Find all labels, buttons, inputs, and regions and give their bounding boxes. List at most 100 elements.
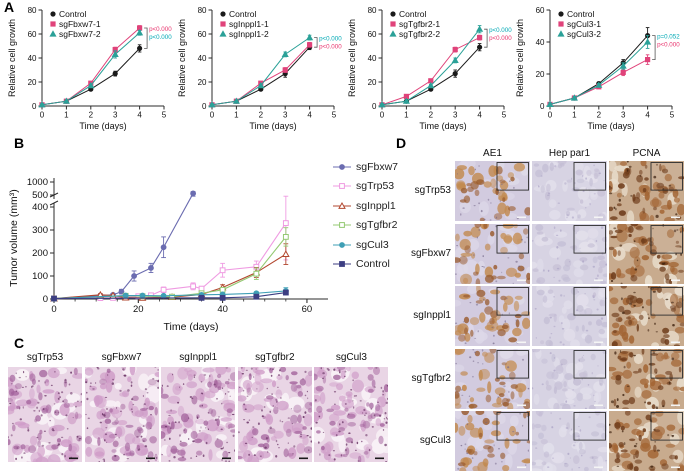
svg-text:0: 0 (372, 102, 377, 111)
legend-item-sgInppl1: sgInppl1 (333, 196, 398, 216)
he-column-label: sgTrp53 (26, 352, 64, 363)
ihc-row-label: sgTgfbr2 (411, 372, 451, 384)
panel-label-b: B (14, 135, 25, 151)
legend-item-Control: Control (333, 255, 398, 275)
svg-text:sgFbxw7-1: sgFbxw7-1 (59, 19, 101, 29)
he-image-sgInppl1 (161, 367, 236, 462)
svg-text:sgInppl1-2: sgInppl1-2 (229, 29, 269, 39)
ihc-texture (609, 286, 684, 346)
svg-text:20: 20 (133, 304, 144, 315)
svg-text:Relative cell growth: Relative cell growth (177, 19, 187, 97)
svg-text:20: 20 (198, 78, 207, 87)
ihc-texture (609, 411, 684, 471)
legend-label: sgCul3 (356, 238, 389, 251)
ihc-texture (609, 161, 684, 221)
svg-text:3: 3 (621, 111, 626, 120)
svg-text:p<0.0001: p<0.0001 (489, 35, 512, 42)
svg-text:60: 60 (28, 30, 37, 39)
svg-text:p<0.0001: p<0.0001 (657, 42, 680, 49)
panel-label-a: A (4, 0, 15, 15)
panel-a-chart-3: 0 20 40 60 80 0 1 2 3 4 5 Relative cell growth Time … (346, 2, 516, 134)
svg-text:40: 40 (198, 54, 207, 63)
svg-text:0: 0 (43, 294, 48, 305)
ihc-column-label: Hep par1 (548, 148, 591, 159)
ihc-image-sgInppl1-Hep par1 (532, 286, 607, 346)
svg-text:80: 80 (368, 6, 377, 15)
svg-text:Tumor volume (mm³): Tumor volume (mm³) (8, 189, 20, 287)
legend-marker-sgInppl1 (333, 201, 351, 209)
svg-text:4: 4 (307, 111, 312, 120)
svg-text:Control: Control (59, 9, 87, 19)
he-texture (84, 367, 159, 462)
svg-text:0: 0 (32, 102, 37, 111)
legend-item-sgCul3: sgCul3 (333, 235, 398, 255)
ihc-texture (532, 348, 607, 409)
ihc-column-label: PCNA (632, 148, 661, 159)
svg-text:5: 5 (670, 111, 675, 120)
svg-text:20: 20 (368, 78, 377, 87)
ihc-image-sgCul3-Hep par1 (532, 411, 607, 471)
legend-label: Control (356, 258, 390, 271)
panel-a-chart-4: 0 20 40 60 0 1 2 3 4 5 Relative cell growth Time (d… (514, 2, 684, 134)
svg-text:1: 1 (234, 111, 239, 120)
legend-label: sgTgfbr2 (356, 219, 398, 232)
ihc-image-sgInppl1-AE1 (455, 286, 530, 346)
legend-marker-sgTrp53 (333, 183, 351, 190)
he-texture (8, 367, 82, 462)
svg-text:4: 4 (477, 111, 482, 120)
svg-text:0: 0 (540, 102, 545, 111)
ihc-image-sgTgfbr2-Hep par1 (532, 348, 607, 409)
legend-label: sgInppl1 (356, 199, 396, 212)
ihc-texture (455, 286, 530, 346)
panel-a-growth-charts: 0 20 40 60 80 0 1 2 3 4 5 Relative cell growth Time … (0, 0, 685, 134)
ihc-image-sgCul3-AE1 (455, 411, 530, 471)
svg-text:sgFbxw7-2: sgFbxw7-2 (59, 29, 101, 39)
legend-marker-Control (333, 261, 351, 268)
he-column-label: sgTgfbr2 (255, 352, 295, 363)
svg-text:0: 0 (202, 102, 207, 111)
panel-b-tumor-volume-chart: 0 100 200 300 400 500 1000 0 20 40 60 Tumor volume … (6, 146, 336, 334)
ihc-texture (609, 348, 684, 409)
growth-chart-A1: 0 20 40 60 80 0 1 2 3 4 5 Relative cell growth Time … (7, 6, 176, 131)
ihc-row-label: sgInppl1 (413, 310, 451, 321)
ihc-image-sgTgfbr2-PCNA (609, 348, 684, 409)
svg-text:Relative cell growth: Relative cell growth (515, 19, 525, 97)
svg-text:40: 40 (368, 54, 377, 63)
ihc-texture (455, 348, 530, 409)
svg-text:1: 1 (404, 111, 409, 120)
svg-text:4: 4 (645, 111, 650, 120)
svg-text:0: 0 (40, 111, 45, 120)
legend-marker-sgFbxw7 (333, 163, 351, 170)
svg-text:Relative cell growth: Relative cell growth (7, 19, 17, 97)
ihc-column-label: AE1 (483, 148, 502, 159)
svg-text:Time (days): Time (days) (163, 321, 218, 333)
svg-text:80: 80 (28, 6, 37, 15)
svg-text:80: 80 (198, 6, 207, 15)
svg-text:p<0.0001: p<0.0001 (489, 27, 512, 34)
ihc-row-label: sgCul3 (419, 435, 451, 446)
svg-text:3: 3 (453, 111, 458, 120)
svg-text:p<0.0001: p<0.0001 (149, 26, 172, 33)
svg-text:40: 40 (536, 38, 545, 47)
panel-a-chart-1: 0 20 40 60 80 0 1 2 3 4 5 Relative cell growth Time … (6, 2, 176, 134)
svg-text:20: 20 (28, 78, 37, 87)
svg-text:2: 2 (259, 111, 264, 120)
he-column-label: sgInppl1 (179, 352, 218, 363)
legend-item-sgFbxw7: sgFbxw7 (333, 157, 398, 177)
ihc-image-sgFbxw7-AE1 (455, 223, 530, 284)
svg-text:100: 100 (32, 271, 48, 282)
svg-text:sgInppl1-1: sgInppl1-1 (229, 19, 269, 29)
ihc-image-sgInppl1-PCNA (609, 286, 684, 346)
svg-text:Relative cell growth: Relative cell growth (347, 19, 357, 97)
ihc-texture (532, 286, 607, 346)
svg-text:5: 5 (162, 111, 167, 120)
he-image-sgTgfbr2 (237, 367, 312, 462)
ihc-texture (455, 411, 530, 471)
panel-b-legend: sgFbxw7 sgTrp53 sgInppl1 sgTgfbr2 sgCul3 Cont… (333, 157, 398, 274)
he-column-label: sgCul3 (335, 352, 367, 363)
he-image-sgFbxw7 (84, 367, 159, 462)
ihc-texture (455, 161, 530, 221)
svg-text:Control: Control (567, 9, 595, 19)
ihc-image-sgCul3-PCNA (609, 411, 684, 471)
